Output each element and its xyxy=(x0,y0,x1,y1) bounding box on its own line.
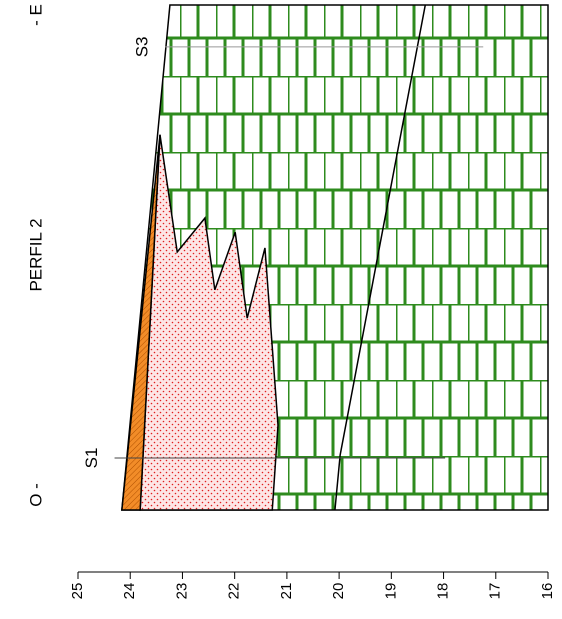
tick-label: 20 xyxy=(330,583,347,600)
tick-label: 24 xyxy=(121,583,138,600)
tick-label: 18 xyxy=(435,583,452,600)
borehole-label: S3 xyxy=(133,37,152,58)
layer-hatch xyxy=(121,134,161,511)
borehole-label: S1 xyxy=(82,448,101,469)
tick-label: 19 xyxy=(382,583,399,600)
layer-dots xyxy=(139,134,279,511)
tick-label: 17 xyxy=(487,583,504,600)
tick-label: 23 xyxy=(173,583,190,600)
end-label: - E xyxy=(26,4,45,26)
tick-label: 16 xyxy=(539,583,556,600)
tick-label: 22 xyxy=(226,583,243,600)
chart-title: PERFIL 2 xyxy=(26,218,45,291)
tick-label: 21 xyxy=(278,583,295,600)
water-table xyxy=(334,4,427,511)
start-label: O - xyxy=(26,483,45,507)
tick-label: 25 xyxy=(69,583,86,600)
